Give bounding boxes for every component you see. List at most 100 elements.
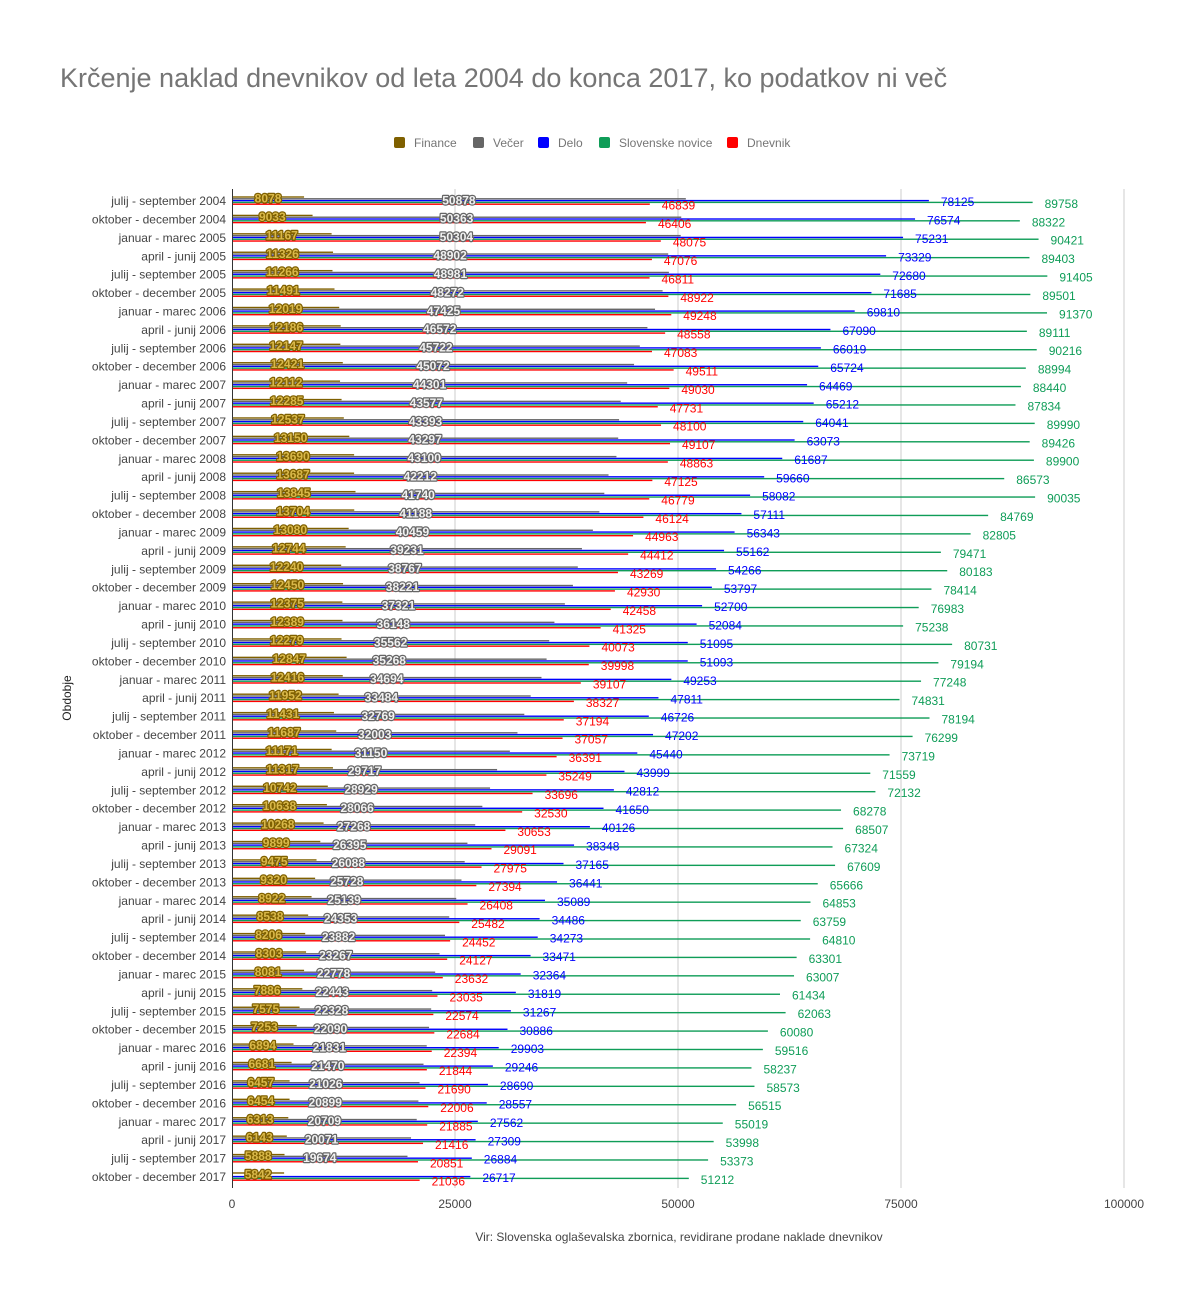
bar-delo[interactable]	[232, 199, 929, 202]
bar-delo[interactable]	[232, 844, 575, 846]
bar-finance[interactable]	[232, 343, 341, 346]
bar-vecer[interactable]	[232, 290, 663, 292]
bar-vecer[interactable]	[232, 879, 462, 881]
bar-dnevnik[interactable]	[232, 1087, 426, 1089]
bar-vecer[interactable]	[232, 474, 609, 476]
bar-delo[interactable]	[232, 954, 531, 957]
bar-delo[interactable]	[232, 936, 538, 938]
bar-finance[interactable]	[232, 417, 344, 419]
bar-finance[interactable]	[232, 822, 324, 824]
bar-dnevnik[interactable]	[232, 755, 557, 758]
bar-vecer[interactable]	[232, 695, 531, 697]
bar-delo[interactable]	[232, 973, 521, 975]
bar-dnevnik[interactable]	[232, 774, 547, 776]
bar-slovenske-novice[interactable]	[232, 588, 932, 590]
bar-slovenske-novice[interactable]	[232, 1030, 768, 1032]
bar-slovenske-novice[interactable]	[232, 1140, 714, 1143]
bar-slovenske-novice[interactable]	[232, 827, 844, 830]
bar-dnevnik[interactable]	[232, 921, 460, 924]
bar-finance[interactable]	[232, 1117, 289, 1119]
bar-vecer[interactable]	[232, 897, 457, 900]
bar-finance[interactable]	[232, 398, 342, 401]
bar-dnevnik[interactable]	[232, 350, 652, 353]
bar-delo[interactable]	[232, 476, 765, 478]
bar-slovenske-novice[interactable]	[232, 459, 1034, 461]
bar-slovenske-novice[interactable]	[232, 662, 939, 664]
bar-vecer[interactable]	[232, 1026, 430, 1029]
bar-slovenske-novice[interactable]	[232, 717, 930, 719]
bar-finance[interactable]	[232, 859, 317, 861]
bar-delo[interactable]	[232, 236, 904, 239]
bar-dnevnik[interactable]	[232, 406, 658, 408]
bar-dnevnik[interactable]	[232, 811, 523, 813]
bar-delo[interactable]	[232, 605, 703, 607]
bar-dnevnik[interactable]	[232, 940, 451, 942]
bar-dnevnik[interactable]	[232, 866, 482, 868]
bar-slovenske-novice[interactable]	[232, 772, 871, 774]
bar-dnevnik[interactable]	[232, 737, 563, 739]
bar-slovenske-novice[interactable]	[232, 275, 1048, 277]
bar-finance[interactable]	[232, 325, 341, 327]
bar-slovenske-novice[interactable]	[232, 975, 795, 977]
bar-delo[interactable]	[232, 770, 625, 773]
bar-delo[interactable]	[232, 1175, 471, 1178]
bar-dnevnik[interactable]	[232, 1142, 424, 1145]
bar-slovenske-novice[interactable]	[232, 680, 922, 682]
legend-item-slovenske-novice[interactable]: Slovenske novice	[599, 136, 713, 150]
bar-delo[interactable]	[232, 697, 659, 699]
bar-slovenske-novice[interactable]	[232, 312, 1048, 314]
bar-delo[interactable]	[232, 807, 604, 809]
bar-dnevnik[interactable]	[232, 498, 650, 500]
bar-delo[interactable]	[232, 384, 808, 386]
bar-vecer[interactable]	[232, 1118, 417, 1121]
bar-dnevnik[interactable]	[232, 553, 629, 555]
bar-slovenske-novice[interactable]	[232, 809, 842, 811]
bar-slovenske-novice[interactable]	[232, 606, 919, 609]
bar-slovenske-novice[interactable]	[232, 367, 1026, 369]
bar-finance[interactable]	[232, 196, 305, 198]
bar-vecer[interactable]	[232, 216, 682, 218]
bar-slovenske-novice[interactable]	[232, 1177, 689, 1180]
bar-vecer[interactable]	[232, 511, 600, 513]
bar-vecer[interactable]	[232, 989, 433, 992]
bar-vecer[interactable]	[232, 1082, 420, 1084]
bar-dnevnik[interactable]	[232, 1032, 435, 1034]
bar-vecer[interactable]	[232, 768, 498, 771]
bar-vecer[interactable]	[232, 529, 593, 531]
legend-item-vecer[interactable]: Večer	[473, 136, 524, 150]
bar-slovenske-novice[interactable]	[232, 570, 948, 572]
bar-dnevnik[interactable]	[232, 240, 661, 242]
bar-finance[interactable]	[232, 840, 321, 843]
bar-vecer[interactable]	[232, 621, 555, 624]
bar-finance[interactable]	[232, 767, 333, 769]
bar-delo[interactable]	[232, 991, 516, 994]
bar-dnevnik[interactable]	[232, 258, 652, 261]
bar-delo[interactable]	[232, 881, 558, 883]
bar-vecer[interactable]	[232, 603, 565, 605]
bar-slovenske-novice[interactable]	[232, 625, 904, 627]
bar-dnevnik[interactable]	[232, 903, 468, 905]
bar-slovenske-novice[interactable]	[232, 698, 900, 701]
bar-dnevnik[interactable]	[232, 534, 634, 537]
bar-delo[interactable]	[232, 439, 795, 441]
bar-delo[interactable]	[232, 1028, 508, 1030]
bar-delo[interactable]	[232, 586, 712, 589]
bar-vecer[interactable]	[232, 824, 476, 826]
bar-vecer[interactable]	[232, 1063, 424, 1066]
bar-finance[interactable]	[232, 269, 333, 272]
bar-delo[interactable]	[232, 420, 804, 423]
bar-dnevnik[interactable]	[232, 1161, 418, 1163]
bar-dnevnik[interactable]	[232, 1124, 428, 1126]
bar-dnevnik[interactable]	[232, 313, 672, 316]
bar-delo[interactable]	[232, 1010, 511, 1012]
bar-vecer[interactable]	[232, 750, 510, 752]
bar-slovenske-novice[interactable]	[232, 846, 833, 848]
bar-finance[interactable]	[232, 288, 335, 290]
bar-dnevnik[interactable]	[232, 792, 533, 795]
bar-finance[interactable]	[232, 214, 313, 217]
bar-dnevnik[interactable]	[232, 1069, 427, 1071]
bar-dnevnik[interactable]	[232, 848, 492, 850]
bar-delo[interactable]	[232, 641, 688, 644]
bar-finance[interactable]	[232, 1135, 287, 1137]
bar-dnevnik[interactable]	[232, 682, 581, 684]
